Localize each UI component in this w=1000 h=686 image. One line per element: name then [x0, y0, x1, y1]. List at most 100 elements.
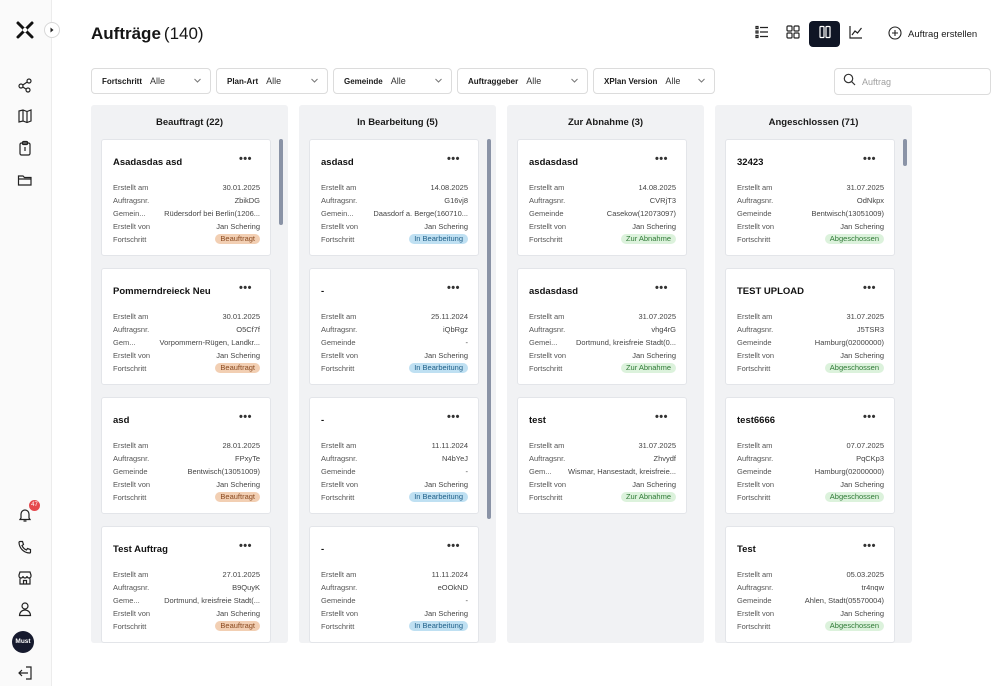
- field-value: Jan Schering: [840, 608, 884, 618]
- filter-xplan-version[interactable]: XPlan Version Alle: [593, 68, 715, 94]
- filter-fortschritt[interactable]: Fortschritt Alle: [91, 68, 211, 94]
- more-options-icon[interactable]: •••: [862, 411, 876, 423]
- order-card[interactable]: test6666 ••• Erstellt am 07.07.2025 Auftrags…: [725, 397, 895, 514]
- more-options-icon[interactable]: •••: [862, 540, 876, 552]
- order-card[interactable]: - ••• Erstellt am 11.11.2024 Auftragsnr. eOOk…: [309, 526, 479, 643]
- field-value: 30.01.2025: [222, 311, 260, 321]
- board-view-button[interactable]: [809, 21, 840, 47]
- store-icon[interactable]: [16, 569, 34, 587]
- create-order-button[interactable]: Auftrag erstellen: [888, 24, 977, 44]
- order-card[interactable]: asdasdasd ••• Erstellt am 14.08.2025 Auftrag…: [517, 139, 687, 256]
- avatar[interactable]: Must: [12, 631, 34, 653]
- field-label: Auftragsnr.: [321, 453, 358, 463]
- page-title: Aufträge (140): [91, 24, 204, 44]
- search-input[interactable]: [862, 76, 982, 87]
- field-value: Bentwisch(13051009): [811, 208, 884, 218]
- card-field-row: Gemeinde Hamburg(02000000): [737, 465, 884, 477]
- field-value: Jan Schering: [424, 350, 468, 360]
- card-title: -: [321, 544, 325, 555]
- card-field-row: Fortschritt Beauftragt: [113, 362, 260, 374]
- card-title: asdasdasd: [529, 157, 579, 168]
- more-options-icon[interactable]: •••: [446, 153, 460, 165]
- field-label: Fortschritt: [737, 492, 771, 502]
- status-badge: Beauftragt: [215, 234, 260, 244]
- order-card[interactable]: - ••• Erstellt am 11.11.2024 Auftragsnr. N4bY…: [309, 397, 479, 514]
- field-label: Erstellt am: [529, 311, 565, 321]
- more-options-icon[interactable]: •••: [862, 153, 876, 165]
- field-label: Geme...: [113, 595, 140, 605]
- user-icon[interactable]: [16, 600, 34, 618]
- clipboard-icon[interactable]: [16, 139, 34, 157]
- field-label: Erstellt von: [529, 479, 567, 489]
- status-badge: Beauftragt: [215, 621, 260, 631]
- card-field-row: Erstellt am 11.11.2024: [321, 439, 468, 451]
- order-card[interactable]: Asadasdas asd ••• Erstellt am 30.01.2025 Auf…: [101, 139, 271, 256]
- order-card[interactable]: test ••• Erstellt am 31.07.2025 Auftragsnr. Z…: [517, 397, 687, 514]
- field-label: Fortschritt: [113, 621, 147, 631]
- list-view-button[interactable]: [746, 21, 777, 47]
- grid-view-button[interactable]: [777, 21, 808, 47]
- more-options-icon[interactable]: •••: [654, 411, 668, 423]
- more-options-icon[interactable]: •••: [238, 153, 252, 165]
- status-badge: In Bearbeitung: [409, 492, 468, 502]
- phone-icon[interactable]: [16, 538, 34, 556]
- card-field-row: Erstellt am 14.08.2025: [529, 181, 676, 193]
- field-value: Jan Schering: [424, 221, 468, 231]
- card-field-row: Erstellt am 14.08.2025: [321, 181, 468, 193]
- more-options-icon[interactable]: •••: [238, 282, 252, 294]
- more-options-icon[interactable]: •••: [238, 411, 252, 423]
- scrollbar-thumb[interactable]: [279, 139, 283, 225]
- scrollbar-thumb[interactable]: [903, 139, 907, 166]
- scrollbar-thumb[interactable]: [487, 139, 491, 519]
- more-options-icon[interactable]: •••: [446, 540, 460, 552]
- card-title: -: [321, 415, 325, 426]
- field-value: 30.01.2025: [222, 182, 260, 192]
- order-card[interactable]: TEST UPLOAD ••• Erstellt am 31.07.2025 Auftr…: [725, 268, 895, 385]
- map-icon[interactable]: [16, 107, 34, 125]
- card-field-row: Erstellt von Jan Schering: [321, 607, 468, 619]
- more-options-icon[interactable]: •••: [446, 411, 460, 423]
- column-title: Zur Abnahme (3): [567, 117, 644, 128]
- order-card[interactable]: asdasd ••• Erstellt am 14.08.2025 Auftragsnr…: [309, 139, 479, 256]
- more-options-icon[interactable]: •••: [654, 153, 668, 165]
- search-box[interactable]: [834, 68, 991, 95]
- filter-gemeinde[interactable]: Gemeinde Alle: [333, 68, 452, 94]
- logout-icon[interactable]: [16, 664, 34, 682]
- field-label: Erstellt von: [737, 608, 775, 618]
- card-field-row: Gemeinde Hamburg(02000000): [737, 336, 884, 348]
- order-card[interactable]: Pommerndreieck Neu ••• Erstellt am 30.01.20…: [101, 268, 271, 385]
- bell-icon[interactable]: [16, 506, 34, 524]
- card-field-row: Erstellt von Jan Schering: [113, 607, 260, 619]
- sidebar-collapse-button[interactable]: [44, 22, 60, 38]
- card-field-row: Gemeinde Bentwisch(13051009): [113, 465, 260, 477]
- field-label: Gem...: [529, 466, 552, 476]
- more-options-icon[interactable]: •••: [862, 282, 876, 294]
- order-card[interactable]: 32423 ••• Erstellt am 31.07.2025 Auftragsnr.…: [725, 139, 895, 256]
- card-field-row: Auftragsnr. Zhvydf: [529, 452, 676, 464]
- card-field-row: Erstellt von Jan Schering: [321, 349, 468, 361]
- field-label: Erstellt von: [113, 479, 151, 489]
- order-card[interactable]: asdasdasd ••• Erstellt am 31.07.2025 Auftrag…: [517, 268, 687, 385]
- order-card[interactable]: Test Auftrag ••• Erstellt am 27.01.2025 Auft…: [101, 526, 271, 643]
- field-value: 31.07.2025: [846, 182, 884, 192]
- card-field-row: Erstellt am 31.07.2025: [529, 439, 676, 451]
- more-options-icon[interactable]: •••: [238, 540, 252, 552]
- field-value: -: [465, 337, 469, 347]
- logo-icon[interactable]: [15, 20, 35, 40]
- share-nodes-icon[interactable]: [16, 76, 34, 94]
- field-label: Fortschritt: [113, 234, 147, 244]
- order-card[interactable]: - ••• Erstellt am 25.11.2024 Auftragsnr. iQbR…: [309, 268, 479, 385]
- status-badge: Abgeschossen: [824, 621, 884, 631]
- filter-auftraggeber[interactable]: Auftraggeber Alle: [457, 68, 588, 94]
- order-card[interactable]: Test ••• Erstellt am 05.03.2025 Auftragsnr. t…: [725, 526, 895, 643]
- folder-icon[interactable]: [16, 171, 34, 189]
- more-options-icon[interactable]: •••: [654, 282, 668, 294]
- more-options-icon[interactable]: •••: [446, 282, 460, 294]
- field-label: Auftragsnr.: [113, 453, 150, 463]
- chart-view-button[interactable]: [840, 21, 871, 47]
- filter-label: XPlan Version: [604, 76, 658, 86]
- order-card[interactable]: asd ••• Erstellt am 28.01.2025 Auftragsnr. FP…: [101, 397, 271, 514]
- filter-plan-art[interactable]: Plan-Art Alle: [216, 68, 328, 94]
- card-title: asd: [113, 415, 130, 426]
- card-field-row: Auftragsnr. OdNkpx: [737, 194, 884, 206]
